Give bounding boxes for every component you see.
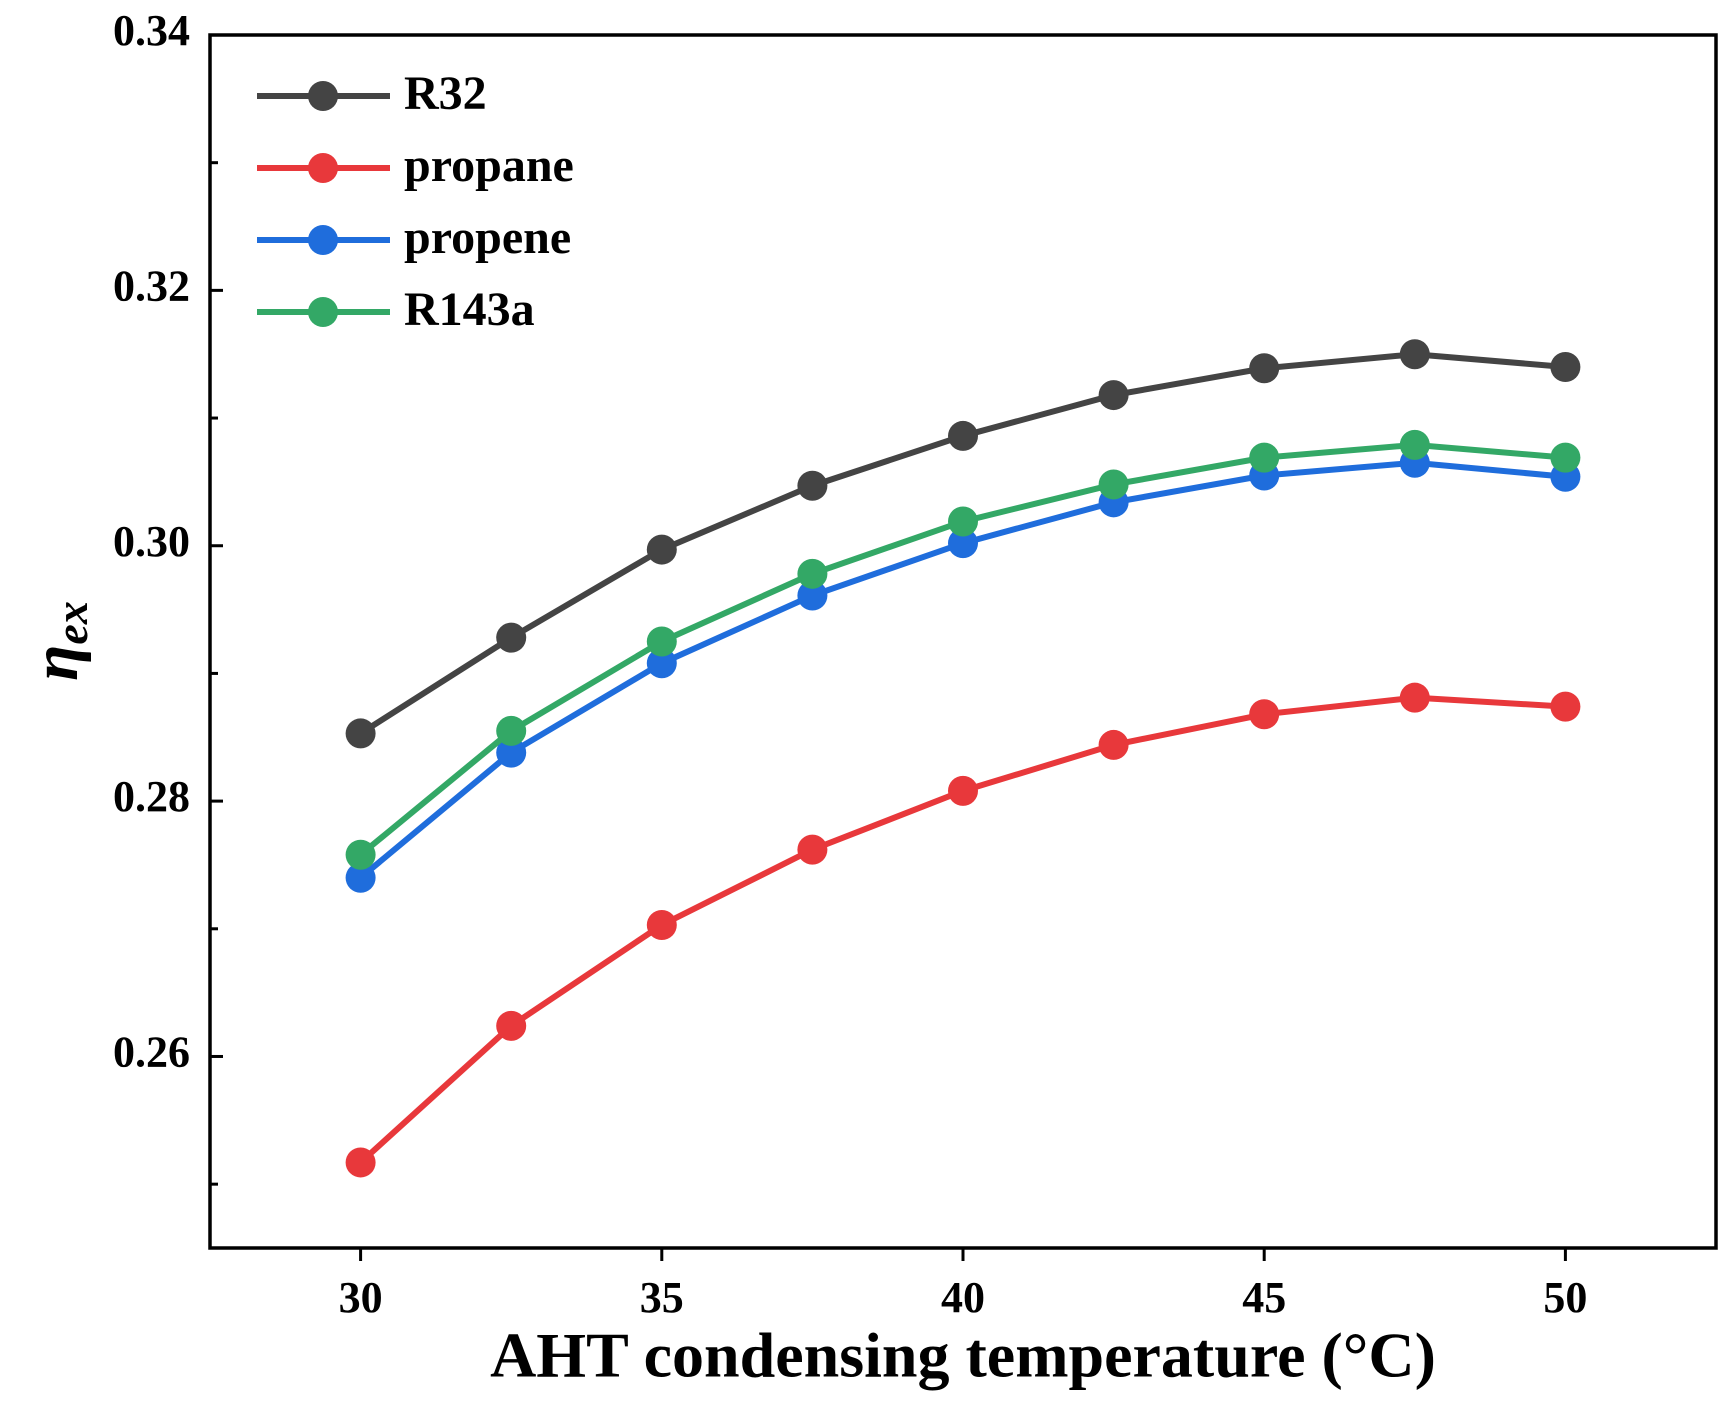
legend-marker [308,225,338,255]
data-point [345,718,376,749]
data-point [1399,682,1430,713]
data-point [345,1147,376,1178]
legend-marker [308,81,338,111]
data-point [646,648,677,679]
data-point [1550,691,1581,722]
data-point [1098,729,1129,760]
legend-label: propane [404,139,574,192]
data-point [345,839,376,870]
data-point [948,528,978,559]
plot-frame [208,33,1718,1250]
data-point [797,470,828,501]
data-point [496,715,527,746]
data-point [948,506,978,537]
data-point [1098,469,1129,500]
data-point [948,420,978,451]
y-axis-label: ηex [19,601,96,681]
legend-marker [308,297,338,327]
data-point [1098,380,1129,411]
data-point [496,737,527,768]
legend-marker [308,153,338,183]
data-point [1249,442,1280,473]
x-tick-label: 50 [1543,1273,1587,1322]
data-point [646,534,677,565]
y-tick-label: 0.26 [113,1028,190,1077]
y-tick-label: 0.28 [113,772,190,821]
data-point [646,626,677,657]
data-point [1249,699,1280,730]
data-point [345,862,376,893]
series-line [358,694,1566,1165]
data-point [948,775,978,806]
x-axis-label: AHT condensing temperature (°C) [490,1320,1436,1391]
data-point [646,909,677,940]
data-point [797,580,828,611]
data-point [797,834,828,865]
y-axis-label-sub: ex [46,601,97,644]
data-point [1399,429,1430,460]
x-tick-label: 30 [339,1273,383,1322]
data-point [1550,442,1581,473]
data-point [797,558,828,589]
data-point [496,1010,527,1041]
data-point [1550,351,1581,382]
x-tick-label: 45 [1242,1273,1286,1322]
x-tick-label: 35 [640,1273,684,1322]
y-tick-label: 0.32 [113,261,190,310]
x-tick-label: 40 [941,1273,985,1322]
data-point [496,622,527,653]
y-axis-label-main: η [19,645,92,681]
y-tick-label: 0.34 [113,6,190,55]
legend-label: R32 [404,67,487,120]
y-tick-label: 0.30 [113,517,190,566]
legend-label: R143a [404,283,535,336]
data-point [1249,353,1280,384]
data-point [1399,339,1430,370]
legend-label: propene [404,211,571,264]
